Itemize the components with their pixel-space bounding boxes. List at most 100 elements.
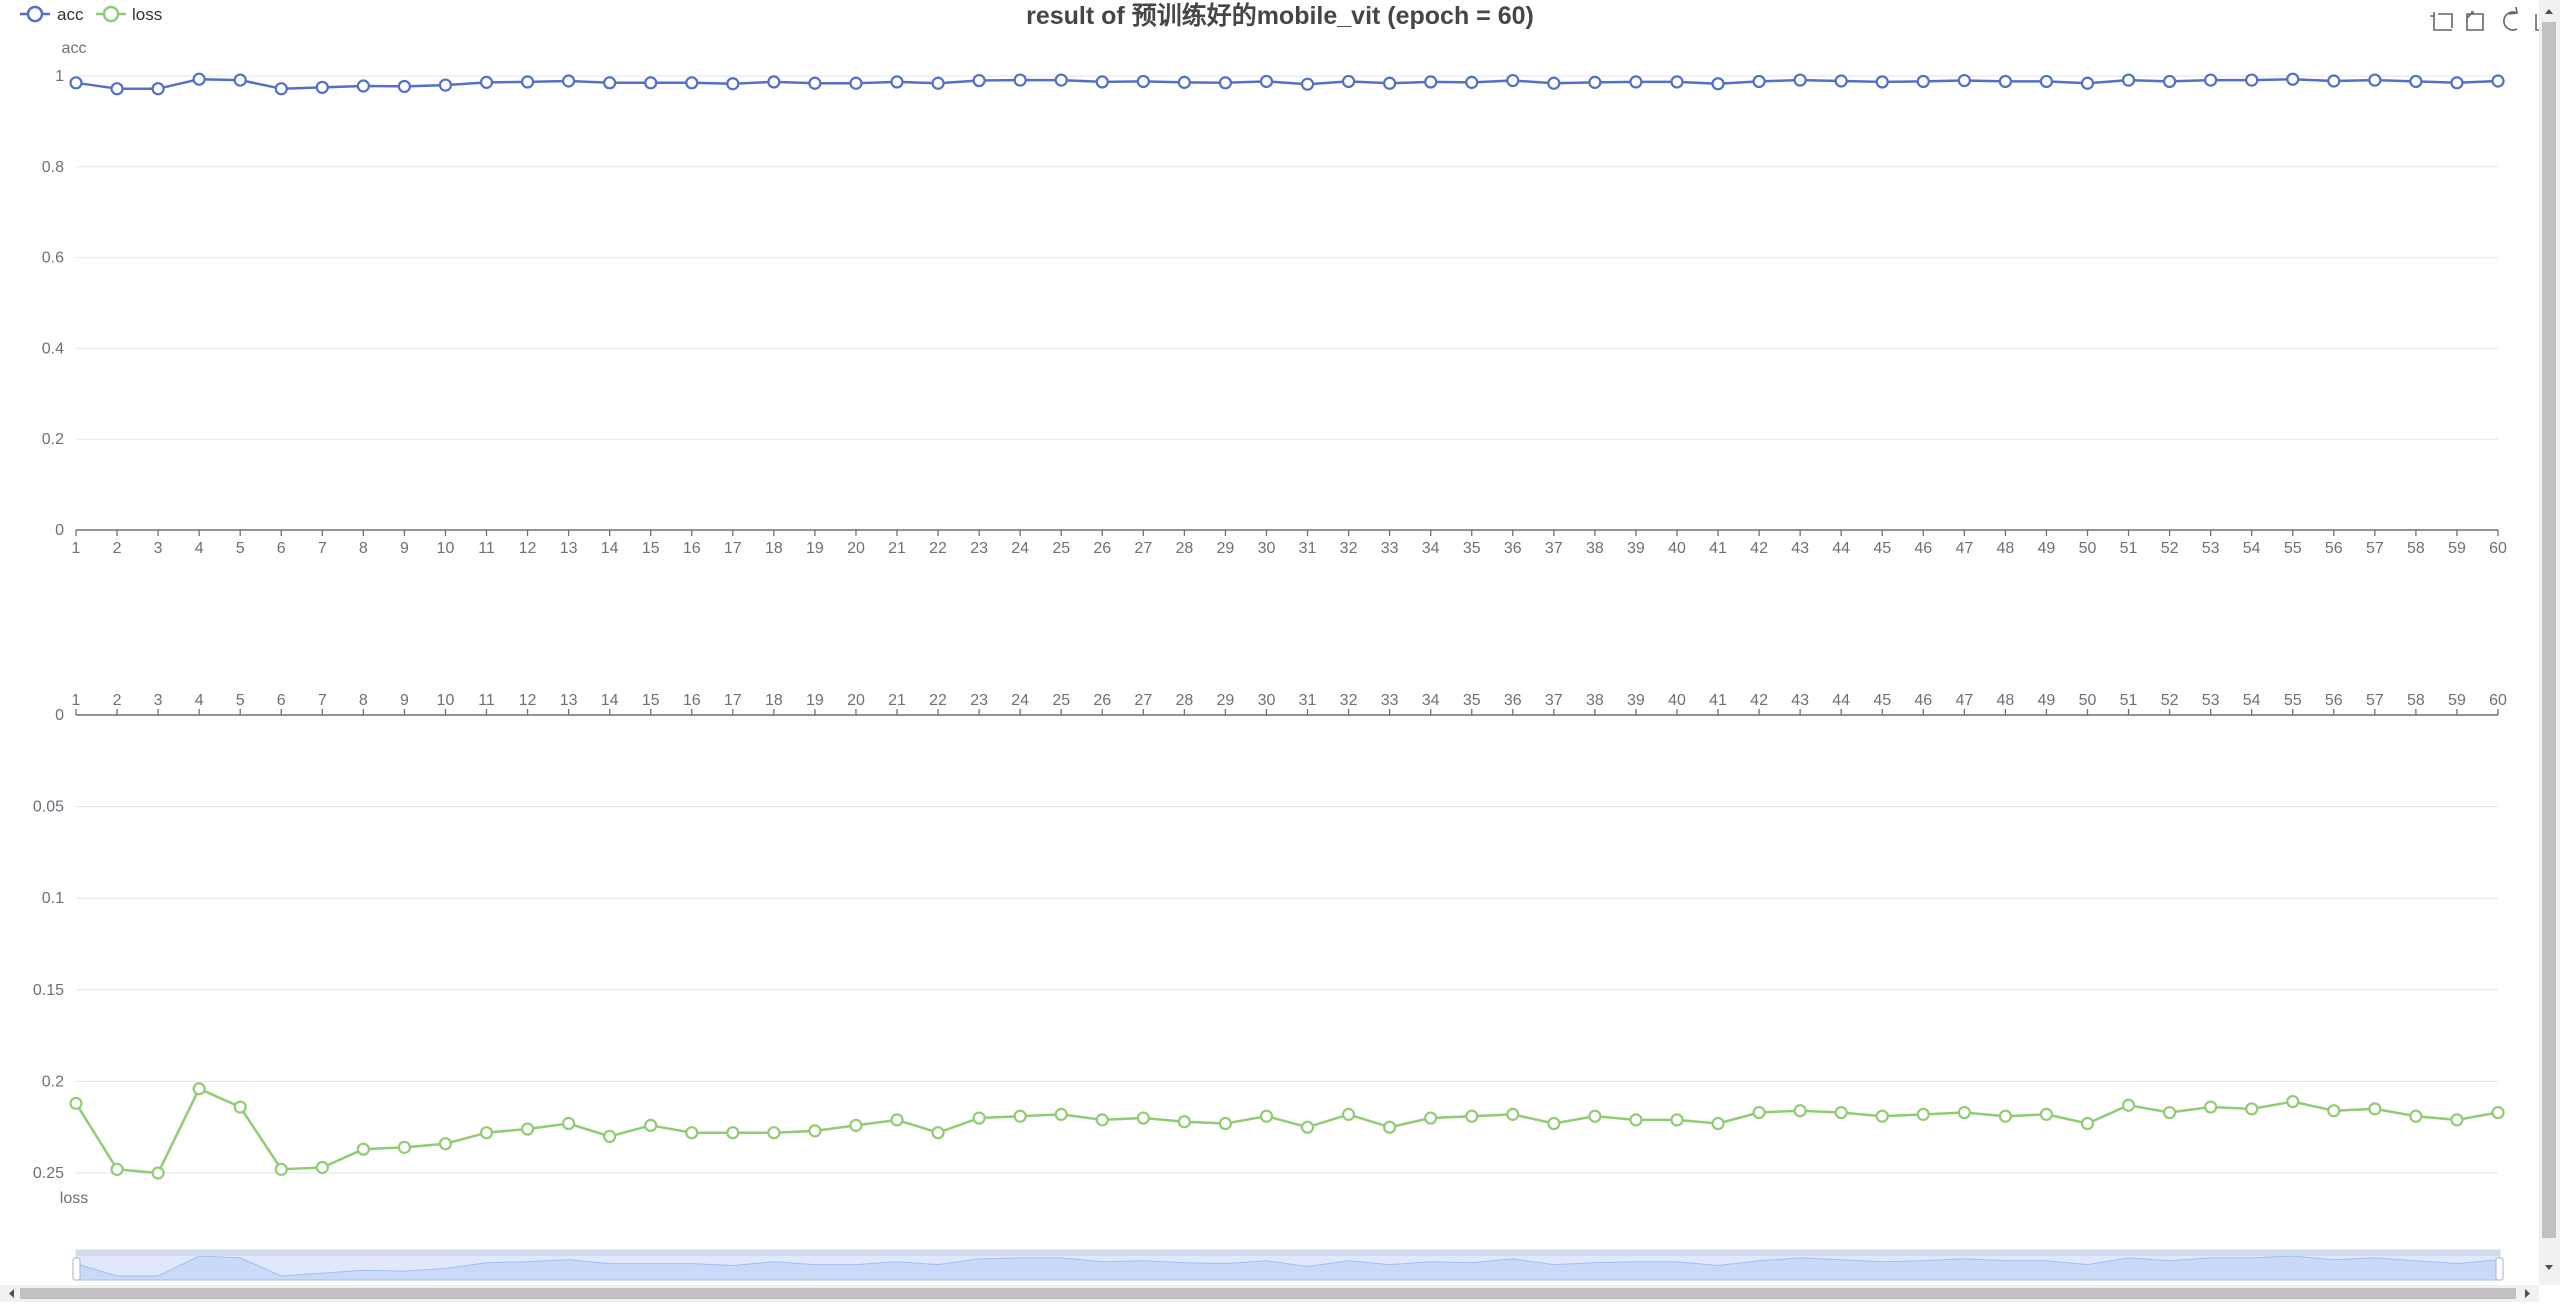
data-point-loss[interactable] bbox=[1054, 1107, 1068, 1121]
data-point-loss[interactable] bbox=[931, 1126, 945, 1140]
scroll-left-arrow-icon[interactable] bbox=[9, 1289, 14, 1298]
data-point-loss[interactable] bbox=[1465, 1109, 1479, 1123]
zoom-icon[interactable] bbox=[2430, 12, 2453, 31]
data-point-loss[interactable] bbox=[2450, 1113, 2464, 1127]
data-point-acc[interactable] bbox=[2450, 76, 2464, 90]
data-point-loss[interactable] bbox=[315, 1160, 329, 1175]
data-point-loss[interactable] bbox=[1875, 1109, 1889, 1123]
data-point-acc[interactable] bbox=[1793, 73, 1807, 87]
data-point-loss[interactable] bbox=[1998, 1109, 2012, 1123]
data-point-acc[interactable] bbox=[890, 75, 904, 89]
data-point-acc[interactable] bbox=[1136, 74, 1150, 89]
data-point-acc[interactable] bbox=[2039, 74, 2054, 89]
data-point-acc[interactable] bbox=[1588, 75, 1602, 89]
data-point-acc[interactable] bbox=[2491, 74, 2505, 88]
data-point-loss[interactable] bbox=[1095, 1113, 1109, 1127]
data-point-loss[interactable] bbox=[110, 1162, 124, 1176]
data-point-loss[interactable] bbox=[69, 1096, 83, 1110]
data-point-acc[interactable] bbox=[1424, 75, 1438, 89]
data-point-acc[interactable] bbox=[726, 77, 740, 91]
data-point-acc[interactable] bbox=[1752, 74, 1766, 89]
data-point-loss[interactable] bbox=[438, 1137, 453, 1151]
data-point-acc[interactable] bbox=[315, 80, 329, 94]
data-point-loss[interactable] bbox=[2409, 1109, 2423, 1123]
data-point-loss[interactable] bbox=[2245, 1102, 2259, 1116]
horizontal-scrollbar[interactable] bbox=[0, 1285, 2539, 1302]
data-zoom-slider[interactable] bbox=[72, 1249, 2504, 1281]
data-point-loss[interactable] bbox=[1916, 1107, 1930, 1121]
data-point-acc[interactable] bbox=[972, 73, 986, 88]
data-point-loss[interactable] bbox=[1383, 1120, 1397, 1134]
data-point-acc[interactable] bbox=[1957, 73, 1971, 88]
data-point-loss[interactable] bbox=[644, 1118, 658, 1132]
data-point-loss[interactable] bbox=[2327, 1104, 2341, 1118]
data-point-loss[interactable] bbox=[1013, 1109, 1027, 1123]
scroll-down-arrow-icon[interactable] bbox=[2545, 1265, 2553, 1270]
data-point-loss[interactable] bbox=[2368, 1102, 2382, 1116]
data-point-acc[interactable] bbox=[644, 76, 658, 90]
data-point-loss[interactable] bbox=[192, 1082, 206, 1096]
data-point-acc[interactable] bbox=[397, 79, 412, 94]
data-point-acc[interactable] bbox=[274, 82, 288, 96]
data-point-loss[interactable] bbox=[972, 1111, 986, 1125]
data-point-acc[interactable] bbox=[1916, 74, 1930, 89]
data-point-loss[interactable] bbox=[890, 1113, 904, 1127]
vertical-scrollbar-thumb[interactable] bbox=[2542, 22, 2556, 1238]
data-point-loss[interactable] bbox=[397, 1140, 412, 1154]
data-point-loss[interactable] bbox=[767, 1126, 781, 1140]
data-point-acc[interactable] bbox=[2409, 74, 2423, 89]
data-point-acc[interactable] bbox=[1465, 75, 1479, 89]
data-point-loss[interactable] bbox=[1752, 1105, 1766, 1120]
data-point-acc[interactable] bbox=[2368, 73, 2382, 87]
data-point-loss[interactable] bbox=[603, 1129, 617, 1143]
data-point-loss[interactable] bbox=[2204, 1100, 2218, 1114]
data-point-acc[interactable] bbox=[2204, 73, 2218, 87]
data-point-loss[interactable] bbox=[1547, 1116, 1561, 1131]
data-point-loss[interactable] bbox=[1424, 1111, 1438, 1125]
data-point-acc[interactable] bbox=[1341, 74, 1356, 89]
data-point-acc[interactable] bbox=[2245, 73, 2259, 87]
data-point-loss[interactable] bbox=[479, 1126, 494, 1140]
data-point-loss[interactable] bbox=[1259, 1109, 1274, 1123]
data-point-loss[interactable] bbox=[1341, 1107, 1356, 1121]
data-point-loss[interactable] bbox=[1670, 1113, 1684, 1127]
data-point-acc[interactable] bbox=[1998, 74, 2012, 89]
data-point-acc[interactable] bbox=[1506, 73, 1520, 88]
data-point-acc[interactable] bbox=[562, 74, 576, 88]
data-point-acc[interactable] bbox=[603, 76, 617, 90]
data-point-acc[interactable] bbox=[1547, 76, 1561, 90]
data-point-loss[interactable] bbox=[726, 1126, 740, 1140]
data-point-loss[interactable] bbox=[1218, 1116, 1233, 1131]
zoom-reset-icon[interactable] bbox=[2466, 11, 2484, 31]
data-point-loss[interactable] bbox=[562, 1116, 576, 1131]
data-point-loss[interactable] bbox=[1300, 1120, 1315, 1134]
data-point-acc[interactable] bbox=[1834, 74, 1848, 88]
data-point-loss[interactable] bbox=[1177, 1115, 1191, 1129]
data-point-acc[interactable] bbox=[2327, 74, 2341, 88]
data-point-loss[interactable] bbox=[2286, 1094, 2300, 1109]
data-point-loss[interactable] bbox=[2491, 1105, 2505, 1120]
data-point-acc[interactable] bbox=[931, 76, 945, 90]
data-point-acc[interactable] bbox=[1875, 75, 1889, 89]
legend-item-loss[interactable]: loss bbox=[96, 5, 162, 24]
data-point-loss[interactable] bbox=[849, 1118, 863, 1132]
vertical-scrollbar[interactable] bbox=[2539, 0, 2560, 1285]
data-point-acc[interactable] bbox=[1383, 76, 1397, 90]
data-point-acc[interactable] bbox=[1259, 74, 1274, 89]
data-point-acc[interactable] bbox=[2121, 73, 2136, 87]
horizontal-scrollbar-thumb[interactable] bbox=[20, 1288, 2516, 1299]
data-point-loss[interactable] bbox=[808, 1124, 822, 1138]
data-point-acc[interactable] bbox=[2080, 76, 2095, 90]
data-point-loss[interactable] bbox=[2121, 1098, 2136, 1112]
data-point-acc[interactable] bbox=[1054, 73, 1068, 87]
data-zoom-handle-right[interactable] bbox=[2495, 1257, 2504, 1281]
data-point-acc[interactable] bbox=[1218, 76, 1233, 90]
data-point-acc[interactable] bbox=[233, 73, 247, 87]
data-point-loss[interactable] bbox=[2080, 1116, 2095, 1131]
data-point-loss[interactable] bbox=[520, 1122, 535, 1136]
data-point-loss[interactable] bbox=[1793, 1104, 1807, 1118]
data-point-acc[interactable] bbox=[1095, 75, 1109, 89]
data-point-acc[interactable] bbox=[1300, 77, 1315, 91]
data-point-acc[interactable] bbox=[1177, 75, 1191, 89]
legend-item-acc[interactable]: acc bbox=[20, 5, 84, 24]
